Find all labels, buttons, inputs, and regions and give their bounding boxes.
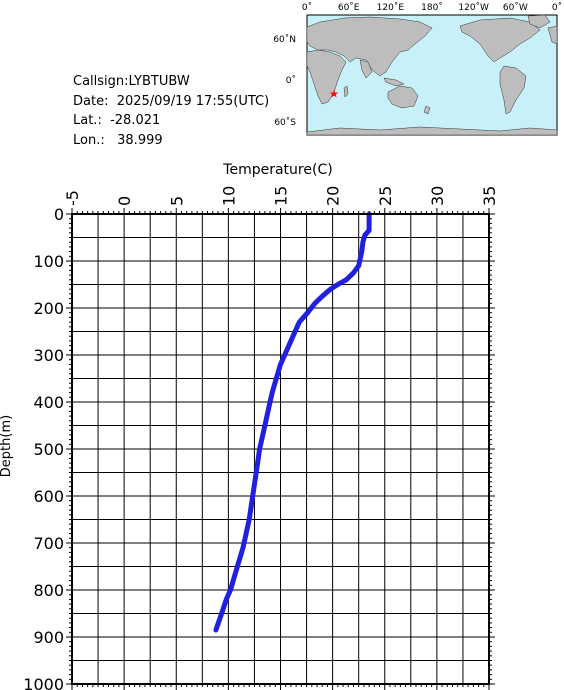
y-tick-label: 600	[33, 487, 64, 506]
map-lat-label: 60˚N	[273, 34, 296, 45]
plot-frame	[71, 213, 490, 685]
callsign-label: Callsign:	[73, 74, 129, 89]
map-lat-label: 0˚	[286, 75, 296, 86]
lat-line: Lat.: -28.021	[73, 111, 269, 131]
y-tick-label: 900	[33, 628, 64, 647]
y-tick-label: 500	[33, 440, 64, 459]
greenland-land	[527, 14, 551, 29]
map-labels: 0˚ 60˚E 120˚E 180˚ 120˚W 60˚W 0˚ 60˚N 0˚ 60˚S	[273, 2, 562, 128]
map-lon-label: 60˚W	[503, 2, 528, 13]
date-line: Date: 2025/09/19 17:55(UTC)	[73, 92, 269, 112]
x-tick-label: 35	[480, 186, 499, 206]
map-lon-label: 120˚W	[458, 2, 489, 13]
map-lon-label: 60˚E	[338, 2, 360, 13]
station-info: Callsign:LYBTUBW Date: 2025/09/19 17:55(…	[73, 72, 269, 150]
station-marker-icon: ★	[329, 88, 339, 101]
x-tick-label: -5	[63, 190, 82, 206]
x-tick-label: 30	[428, 186, 447, 206]
australia-land	[387, 85, 419, 109]
x-tick-label: 10	[219, 186, 238, 206]
station-marker: ★	[329, 88, 339, 101]
africa-land	[306, 49, 347, 105]
madagascar-land	[343, 85, 349, 98]
callsign-line: Callsign:LYBTUBW	[73, 72, 269, 92]
date-value: 2025/09/19 17:55(UTC)	[116, 93, 270, 109]
y-tick-label: 0	[54, 205, 64, 224]
temperature-profile-line	[213, 211, 372, 633]
lon-value: 38.999	[117, 132, 163, 148]
indonesia-land	[383, 77, 405, 87]
map-lon-label: 0˚	[302, 2, 312, 13]
map-land	[306, 14, 558, 136]
x-tick-label: 0	[115, 196, 134, 206]
eurasia-land	[306, 16, 433, 77]
map-lon-label: 180˚	[421, 2, 443, 13]
x-tick-label: 25	[376, 186, 395, 206]
x-tick-label: 20	[324, 186, 343, 206]
x-tick-label: 15	[272, 186, 291, 206]
map-lat-label: 60˚S	[274, 117, 296, 128]
lon-label: Lon.:	[73, 132, 105, 148]
world-map: 0˚ 60˚E 120˚E 180˚ 120˚W 60˚W 0˚ 60˚N 0˚ 60˚S ★	[273, 2, 562, 136]
lat-value: -28.021	[110, 113, 161, 128]
lon-line: Lon.: 38.999	[73, 131, 269, 151]
x-axis-label: Temperature(C)	[222, 162, 332, 178]
y-tick-label: 300	[33, 346, 64, 365]
y-tick-label: 400	[33, 393, 64, 412]
date-label: Date:	[73, 93, 109, 109]
y-tick-label: 1000	[23, 675, 64, 690]
y-tick-label: 200	[33, 299, 64, 318]
south-america-land	[499, 65, 527, 115]
india-land	[359, 59, 373, 79]
y-tick-label: 700	[33, 534, 64, 553]
chart-grid	[71, 213, 490, 685]
temperature-series	[213, 211, 372, 633]
north-america-land	[459, 17, 541, 63]
newzealand-land	[423, 105, 431, 115]
y-tick-labels: 0 100 200 300 400 500 600 700 800 900 1000	[23, 205, 64, 690]
y-tick-label: 100	[33, 252, 64, 271]
y-tick-label: 800	[33, 581, 64, 600]
callsign-value: LYBTUBW	[128, 74, 190, 89]
map-lon-label: 120˚E	[377, 2, 405, 13]
y-axis-label: Depth(m)	[0, 415, 14, 477]
x-tick-label: 5	[167, 196, 186, 206]
x-tick-labels: -5 0 5 10 15 20 25 30 35	[63, 186, 499, 206]
europe-right-land	[547, 25, 558, 45]
lat-label: Lat.:	[73, 113, 102, 128]
map-lon-label: 0˚	[552, 2, 562, 13]
antarctica-land	[306, 126, 558, 136]
